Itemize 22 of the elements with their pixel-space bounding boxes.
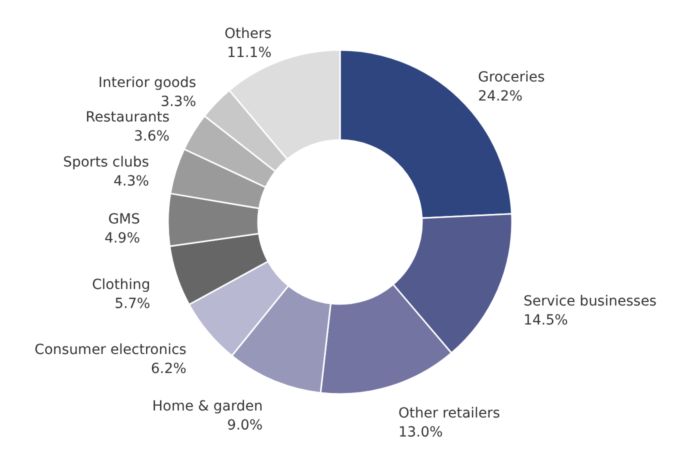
data-label: 4.3% [113,173,150,190]
slice-label: Sports clubs [63,154,150,170]
data-label: 14.5% [523,312,568,329]
data-label: 9.0% [227,417,263,434]
data-label: 5.7% [114,296,150,312]
slice-label: Consumer electronics [34,342,186,358]
slice-label: Groceries [478,69,545,86]
slice-label: Clothing [92,277,150,294]
data-label: 3.3% [160,94,196,110]
data-label: 3.6% [134,128,170,144]
slice-label: Others [224,26,272,42]
slice-label: Service businesses [523,294,657,310]
slice-label: Other retailers [398,405,500,422]
data-label: 6.2% [150,361,186,378]
data-label: 24.2% [478,88,523,104]
data-label: 11.1% [227,45,272,62]
slice-label: Home & garden [152,398,263,414]
data-label: 13.0% [398,424,443,440]
slice-label: Interior goods [98,75,196,92]
slice-label: Restaurants [86,109,170,126]
data-label: 4.9% [104,230,140,246]
slice-label: GMS [108,211,140,228]
